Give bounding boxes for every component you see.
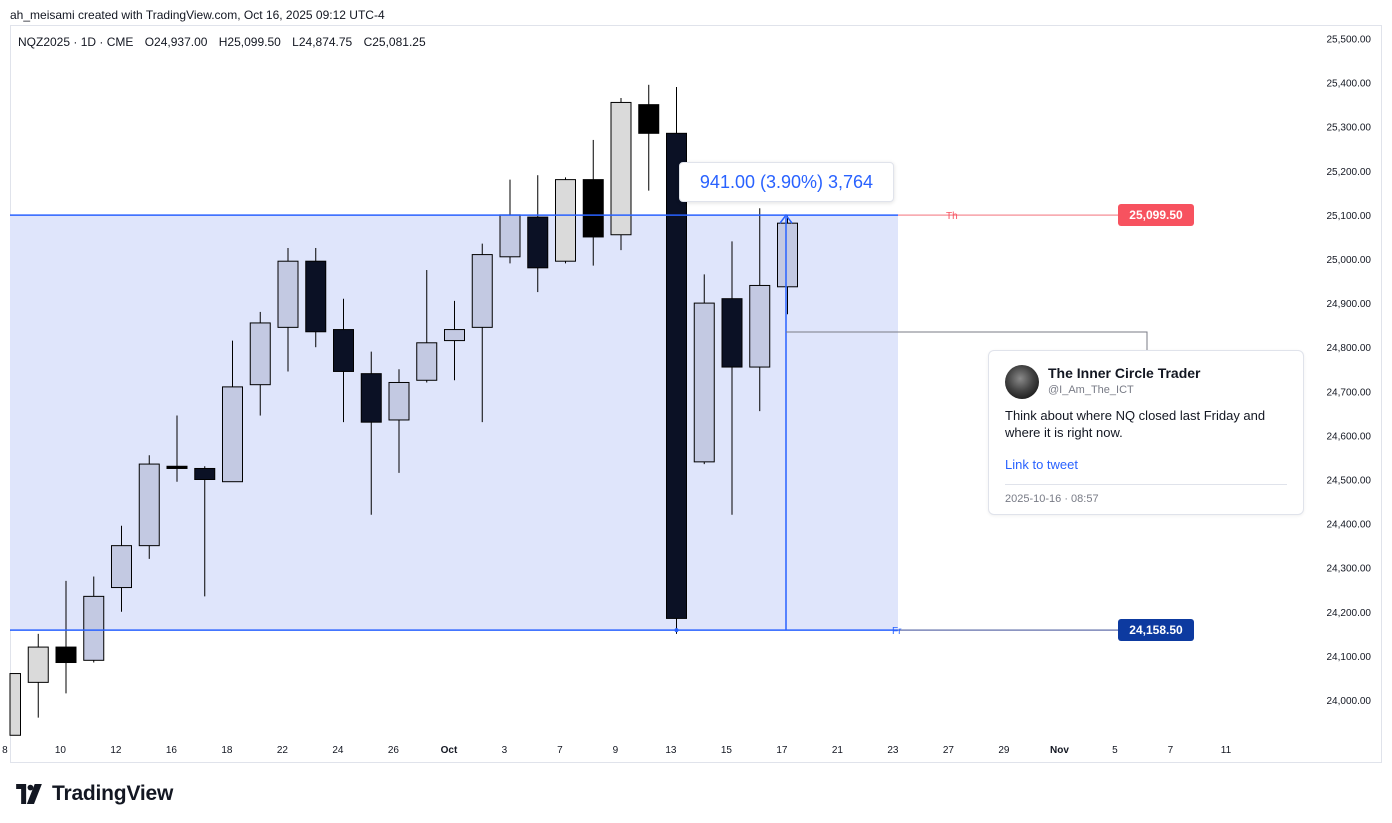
candle-body	[9, 673, 21, 736]
x-tick-label: 11	[1221, 745, 1232, 756]
y-tick-label: 24,600.00	[1327, 431, 1372, 442]
x-tick-label: 18	[221, 745, 233, 756]
x-tick-label: 22	[277, 745, 289, 756]
x-tick-label: 24	[332, 745, 344, 756]
x-tick-label: 5	[1112, 745, 1118, 756]
price-range-measure-label[interactable]: 941.00 (3.90%) 3,764	[679, 162, 894, 202]
candle-body	[555, 179, 576, 262]
y-tick-label: 25,400.00	[1327, 79, 1372, 90]
tweet-link[interactable]: Link to tweet	[1005, 457, 1078, 472]
candle-body	[222, 386, 243, 483]
candle-body	[305, 260, 327, 333]
y-tick-label: 25,500.00	[1327, 35, 1372, 46]
candle-body	[333, 329, 354, 372]
tradingview-wordmark: TradingView	[52, 782, 174, 805]
candle-body	[360, 373, 382, 423]
candle-body	[83, 595, 105, 661]
y-tick-label: 24,200.00	[1327, 608, 1372, 619]
y-tick-label: 24,500.00	[1327, 476, 1372, 487]
candle-body	[499, 214, 521, 258]
legend-open: O24,937.00	[144, 35, 208, 49]
x-tick-label: 7	[557, 745, 563, 756]
candle-body	[749, 284, 771, 368]
x-tick-label: Nov	[1050, 745, 1069, 756]
y-tick-label: 25,100.00	[1327, 211, 1372, 222]
candle-body	[721, 298, 743, 368]
y-tick-label: 24,300.00	[1327, 564, 1372, 575]
bottom-level-price-badge[interactable]: 24,158.50	[1118, 619, 1194, 642]
ohlc-legend: NQZ2025 · 1D · CME O24,937.00 H25,099.50…	[18, 35, 434, 49]
y-tick-label: 24,100.00	[1327, 652, 1372, 663]
tradingview-logo-icon	[16, 784, 42, 804]
bottom-level-tag: Fr	[892, 626, 902, 637]
candle-body	[55, 646, 77, 664]
tweet-text: Think about where NQ closed last Friday …	[1005, 408, 1266, 440]
candle-body	[527, 216, 549, 269]
tweet-date: 2025-10-16 · 08:57	[1005, 493, 1099, 505]
candle-body	[249, 322, 271, 386]
candle-body	[582, 179, 604, 238]
candle-body	[471, 254, 493, 328]
candle-body	[638, 104, 660, 134]
candle-body	[388, 381, 410, 421]
tradingview-logo[interactable]: TradingView	[12, 782, 173, 806]
y-tick-label: 24,400.00	[1327, 520, 1372, 531]
y-tick-label: 24,800.00	[1327, 343, 1372, 354]
x-tick-label: 3	[502, 745, 508, 756]
candle-body	[444, 329, 465, 342]
y-tick-label: 24,900.00	[1327, 299, 1372, 310]
candle-body	[166, 465, 188, 469]
tweet-connector	[786, 331, 1148, 350]
range-zone	[10, 215, 898, 631]
y-tick-label: 25,000.00	[1327, 255, 1372, 266]
candle-body	[777, 222, 798, 288]
x-tick-label: 7	[1168, 745, 1174, 756]
x-tick-label: 8	[2, 745, 8, 756]
y-tick-label: 24,000.00	[1327, 696, 1372, 707]
x-tick-label: 9	[613, 745, 619, 756]
tweet-author-handle: @I_Am_The_ICT	[1048, 384, 1134, 396]
x-tick-label: 12	[110, 745, 122, 756]
candle-body	[138, 463, 160, 547]
candle-body	[693, 302, 715, 463]
y-tick-label: 25,300.00	[1327, 123, 1372, 134]
x-tick-label: 27	[943, 745, 955, 756]
x-tick-label: 29	[998, 745, 1010, 756]
low-marker	[674, 628, 679, 633]
tweet-card[interactable]: The Inner Circle Trader @I_Am_The_ICT Th…	[988, 350, 1304, 515]
candle-body	[27, 646, 49, 683]
tweet-avatar	[1005, 365, 1039, 399]
tweet-author-name: The Inner Circle Trader	[1048, 365, 1201, 381]
x-tick-label: 16	[166, 745, 178, 756]
tweet-divider	[1005, 484, 1287, 485]
x-tick-label: 13	[665, 745, 677, 756]
candle-body	[194, 467, 216, 481]
candle-body	[416, 342, 438, 381]
candle-body	[111, 545, 132, 589]
y-tick-label: 24,700.00	[1327, 387, 1372, 398]
candle-body	[610, 101, 632, 236]
author-line: ah_meisami created with TradingView.com,…	[10, 8, 385, 22]
legend-low: L24,874.75	[292, 35, 353, 49]
x-tick-label: 10	[55, 745, 67, 756]
top-level-tag: Th	[946, 211, 958, 222]
x-tick-label: 26	[388, 745, 400, 756]
legend-symbol[interactable]: NQZ2025 · 1D · CME	[18, 35, 134, 49]
x-tick-label: 15	[721, 745, 733, 756]
x-tick-label: 23	[887, 745, 899, 756]
measure-arrow-head	[779, 213, 793, 224]
candle-body	[277, 260, 299, 328]
legend-high: H25,099.50	[218, 35, 281, 49]
top-level-price-badge[interactable]: 25,099.50	[1118, 204, 1194, 227]
x-tick-label: 21	[832, 745, 844, 756]
candle-body	[666, 132, 687, 619]
x-tick-label: Oct	[441, 745, 458, 756]
x-tick-label: 17	[776, 745, 788, 756]
legend-close: C25,081.25	[363, 35, 426, 49]
y-tick-label: 25,200.00	[1327, 167, 1372, 178]
